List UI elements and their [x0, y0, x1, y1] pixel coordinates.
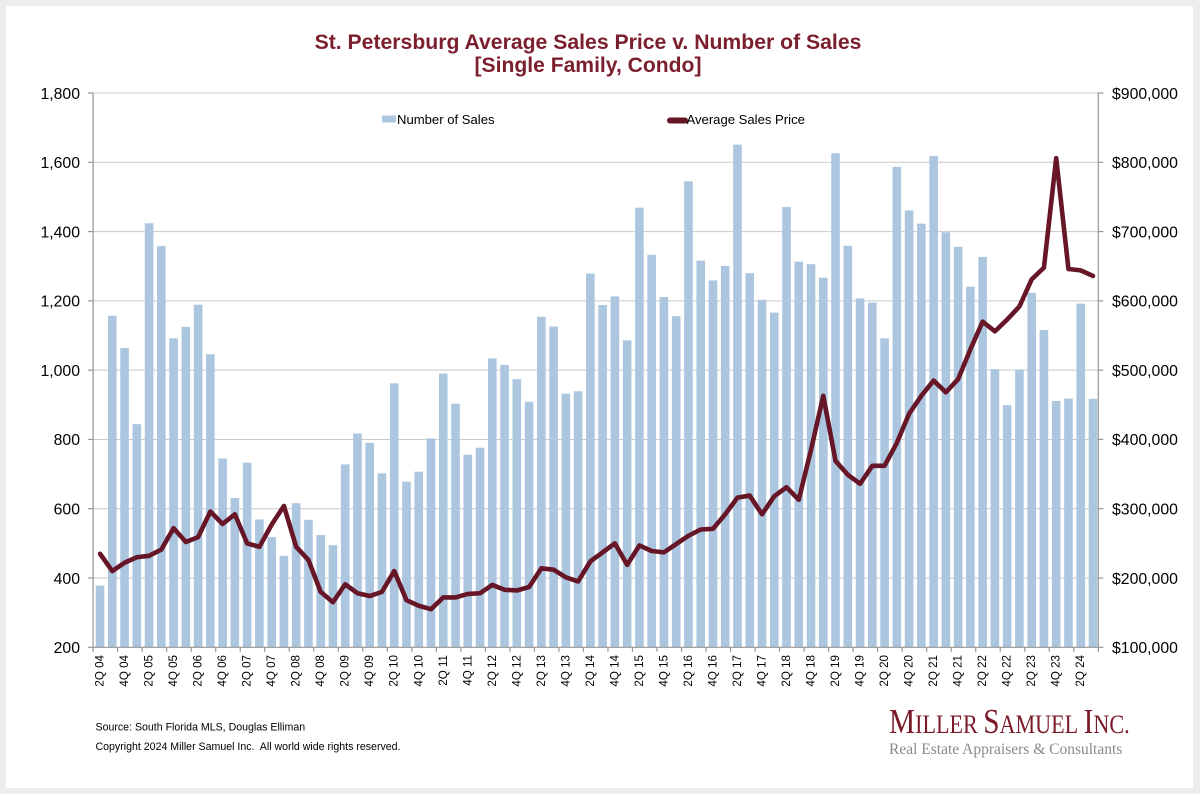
svg-text:$400,000: $400,000	[1112, 432, 1178, 449]
svg-text:2Q 07: 2Q 07	[241, 655, 254, 687]
svg-text:2Q 11: 2Q 11	[437, 655, 450, 686]
svg-text:4Q 15: 4Q 15	[657, 655, 670, 687]
svg-text:4Q 18: 4Q 18	[805, 655, 818, 687]
svg-text:4Q 17: 4Q 17	[755, 655, 768, 687]
svg-text:1,400: 1,400	[40, 224, 80, 241]
svg-text:1,000: 1,000	[40, 363, 80, 380]
svg-text:1,600: 1,600	[40, 155, 80, 172]
svg-text:$700,000: $700,000	[1112, 224, 1178, 241]
svg-text:2Q 17: 2Q 17	[731, 655, 744, 687]
svg-text:1,800: 1,800	[40, 86, 80, 103]
svg-text:4Q 14: 4Q 14	[608, 654, 621, 686]
svg-text:4Q 16: 4Q 16	[706, 655, 719, 687]
svg-text:$300,000: $300,000	[1112, 502, 1178, 519]
svg-text:800: 800	[54, 432, 81, 449]
svg-text:4Q 20: 4Q 20	[903, 655, 916, 687]
svg-text:4Q 22: 4Q 22	[1001, 655, 1014, 687]
svg-text:400: 400	[54, 571, 81, 588]
svg-text:[Single Family, Condo]: [Single Family, Condo]	[475, 54, 702, 77]
svg-text:$600,000: $600,000	[1112, 294, 1178, 311]
svg-text:2Q 22: 2Q 22	[976, 655, 989, 687]
svg-text:2Q 18: 2Q 18	[780, 655, 793, 687]
svg-text:600: 600	[54, 502, 81, 519]
svg-text:2Q 15: 2Q 15	[633, 655, 646, 687]
svg-text:$800,000: $800,000	[1112, 155, 1178, 172]
svg-text:2Q 19: 2Q 19	[829, 655, 842, 687]
svg-text:2Q 14: 2Q 14	[584, 654, 597, 686]
svg-text:2Q 06: 2Q 06	[192, 655, 205, 687]
svg-text:2Q 04: 2Q 04	[94, 654, 107, 686]
svg-text:4Q 04: 4Q 04	[118, 654, 131, 686]
svg-text:2Q 23: 2Q 23	[1025, 655, 1038, 687]
svg-text:200: 200	[54, 640, 81, 657]
svg-text:4Q 13: 4Q 13	[559, 655, 572, 687]
svg-text:4Q 12: 4Q 12	[510, 655, 523, 687]
svg-text:$200,000: $200,000	[1112, 571, 1178, 588]
svg-text:2Q 24: 2Q 24	[1074, 654, 1087, 686]
svg-text:2Q 08: 2Q 08	[290, 655, 303, 687]
svg-text:4Q 05: 4Q 05	[167, 655, 180, 687]
svg-text:4Q 10: 4Q 10	[412, 655, 425, 687]
svg-text:Source: South Florida MLS, Dou: Source: South Florida MLS, Douglas Ellim…	[96, 722, 306, 734]
svg-text:St. Petersburg Average Sales P: St. Petersburg Average Sales Price v. Nu…	[315, 31, 862, 54]
svg-text:4Q 07: 4Q 07	[265, 655, 278, 687]
svg-text:Average Sales Price: Average Sales Price	[687, 112, 805, 127]
svg-text:2Q 16: 2Q 16	[682, 655, 695, 687]
svg-text:2Q 12: 2Q 12	[486, 655, 499, 687]
svg-text:Number of Sales: Number of Sales	[397, 112, 495, 127]
svg-text:2Q 10: 2Q 10	[388, 655, 401, 687]
svg-text:2Q 09: 2Q 09	[339, 655, 352, 687]
svg-text:4Q 23: 4Q 23	[1050, 655, 1063, 687]
svg-text:2Q 20: 2Q 20	[878, 655, 891, 687]
svg-text:$900,000: $900,000	[1112, 86, 1178, 103]
svg-text:1,200: 1,200	[40, 294, 80, 311]
svg-text:2Q 13: 2Q 13	[535, 655, 548, 687]
svg-text:4Q 19: 4Q 19	[854, 655, 867, 687]
svg-text:4Q 08: 4Q 08	[314, 655, 327, 687]
svg-text:Copyright 2024 Miller Samuel I: Copyright 2024 Miller Samuel Inc. All wo…	[96, 741, 401, 753]
svg-text:$500,000: $500,000	[1112, 363, 1178, 380]
svg-text:$100,000: $100,000	[1112, 640, 1178, 657]
svg-text:4Q 21: 4Q 21	[952, 655, 965, 687]
svg-text:4Q 09: 4Q 09	[363, 655, 376, 687]
svg-text:4Q 11: 4Q 11	[461, 655, 474, 686]
svg-text:2Q 21: 2Q 21	[927, 655, 940, 687]
svg-text:2Q 05: 2Q 05	[143, 655, 156, 687]
svg-text:4Q 06: 4Q 06	[216, 655, 229, 687]
